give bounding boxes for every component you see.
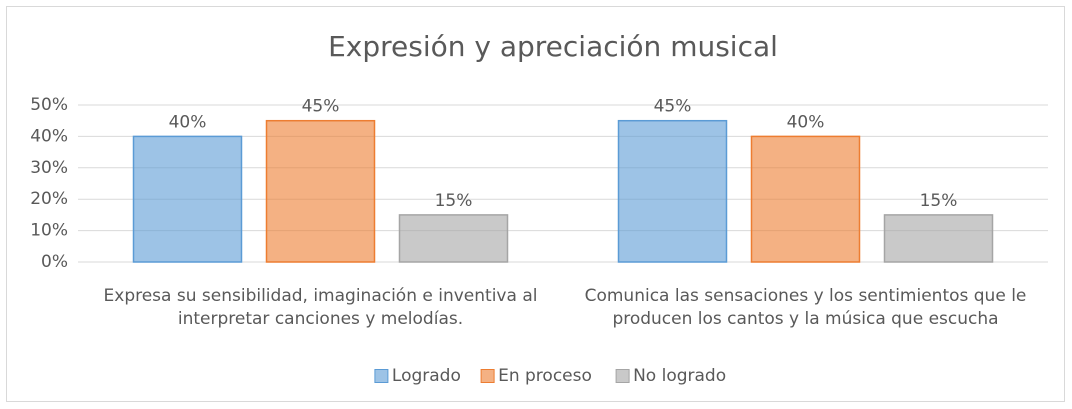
bar xyxy=(750,135,861,263)
data-label: 15% xyxy=(920,191,958,211)
bar xyxy=(617,119,728,263)
data-label: 40% xyxy=(169,112,207,132)
y-tick-label: 20% xyxy=(30,189,68,209)
chart-title: Expresión y apreciación musical xyxy=(328,30,778,63)
x-tick-label: Expresa su sensibilidad, imaginación e i… xyxy=(103,286,538,329)
legend-swatch xyxy=(480,369,495,383)
y-tick-label: 50% xyxy=(30,95,68,115)
y-tick-label: 10% xyxy=(30,221,68,241)
bar xyxy=(265,119,376,263)
bar xyxy=(883,214,994,263)
legend-label: No logrado xyxy=(633,366,726,386)
data-label: 15% xyxy=(435,191,473,211)
data-label: 40% xyxy=(787,112,825,132)
x-tick-label: Comunica las sensaciones y los sentimien… xyxy=(584,286,1027,329)
legend-label: En proceso xyxy=(498,366,592,386)
legend-swatch xyxy=(374,369,389,383)
legend-label: Logrado xyxy=(392,366,461,386)
bar xyxy=(398,214,509,263)
y-tick-label: 30% xyxy=(30,158,68,178)
y-tick-label: 40% xyxy=(30,126,68,146)
data-label: 45% xyxy=(654,97,692,117)
bar xyxy=(132,135,243,263)
legend-swatch xyxy=(615,369,630,383)
y-tick-label: 0% xyxy=(41,252,68,272)
data-label: 45% xyxy=(302,97,340,117)
